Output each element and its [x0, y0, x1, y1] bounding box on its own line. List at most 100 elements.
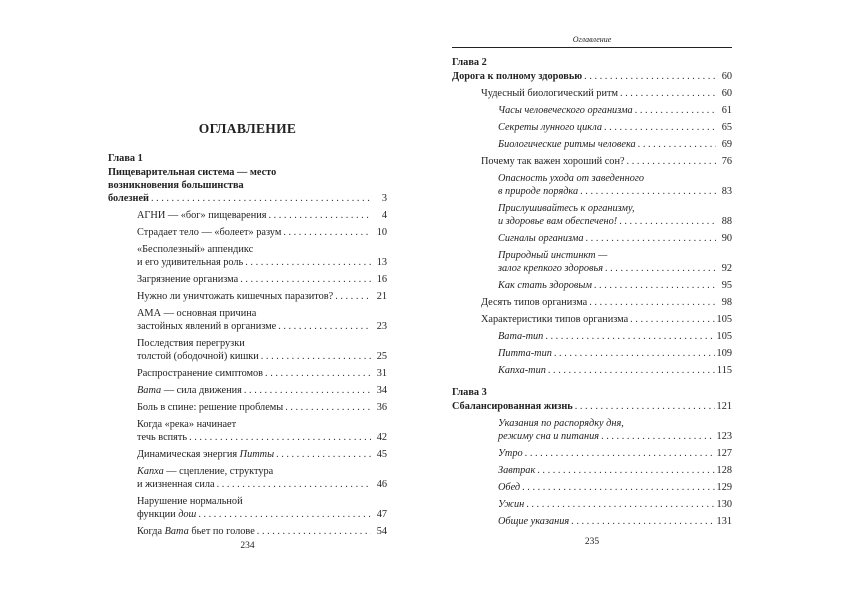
entry-text-segment: Глава 1 [108, 153, 143, 164]
chapter-label: Глава 2 [452, 56, 732, 69]
entry-text: Боль в спине: решение проблемы [137, 401, 283, 414]
entry-line: Нарушение нормальной [137, 495, 387, 508]
entry-page-number: 21 [376, 291, 387, 302]
toc-entry: Распространение симптомов 31 [108, 367, 387, 380]
entry-line: Пищеварительная система — место [108, 166, 387, 179]
toc-entry: Десять типов организма 98 [452, 296, 732, 309]
entry-text-segment: Завтрак [498, 465, 536, 476]
entry-page-number: 76 [721, 156, 732, 167]
dot-leader [245, 256, 371, 269]
entry-page-number: 88 [721, 216, 732, 227]
entry-text-segment: Часы человеческого организма [498, 105, 633, 116]
toc-entry: Когда Вата бьет по голове 54 [108, 525, 387, 538]
entry-text-segment: Природный инстинкт — [498, 250, 608, 261]
entry-text: АМА — основная причина [137, 308, 256, 319]
entry-line: АГНИ — «бог» пищеварения 4 [137, 209, 387, 222]
entry-text: функции дош [137, 508, 196, 521]
entry-text-segment: Указания по распорядку дня, [498, 418, 624, 429]
entry-text: Динамическая энергия Питты [137, 448, 274, 461]
entry-text-segment: Распространение симптомов [137, 368, 264, 379]
toc-entry: Нужно ли уничтожать кишечных паразитов? 2… [108, 290, 387, 303]
entry-line: Вата-тип 105 [498, 330, 732, 343]
entry-text: Вата — сила движения [137, 384, 242, 397]
entry-page-number: 129 [716, 482, 732, 493]
entry-text-segment: Обед [498, 482, 521, 493]
dot-leader [525, 447, 715, 460]
entry-text-segment: Чудесный биологический ритм [481, 88, 618, 99]
entry-line: Глава 2 [452, 56, 732, 69]
entry-page-number: 54 [376, 526, 387, 537]
dot-leader [545, 330, 714, 343]
dot-leader [278, 320, 371, 333]
dot-leader [537, 464, 714, 477]
toc-entry: Секреты лунного цикла 65 [452, 121, 732, 134]
entry-text-segment: Как стать здоровым [498, 280, 592, 291]
entry-text: Прислушивайтесь к организму, [498, 203, 635, 214]
entry-text-segment: Дорога к полному здоровью [452, 71, 583, 82]
entry-page-number: 4 [381, 210, 387, 221]
entry-line: функции дош 47 [137, 508, 387, 521]
entry-text: Глава 3 [452, 387, 487, 398]
entry-page-number: 83 [721, 186, 732, 197]
entry-page-number: 13 [376, 257, 387, 268]
entry-page-number: 109 [716, 348, 732, 359]
entry-text-segment: Биологические ритмы человека [498, 139, 636, 150]
entry-line: Сигналы организма 90 [498, 232, 732, 245]
entry-line: Прислушивайтесь к организму, [498, 202, 732, 215]
dot-leader [276, 448, 371, 461]
entry-line: Когда «река» начинает [137, 418, 387, 431]
page-number: 235 [584, 537, 600, 547]
entry-text: Ужин [498, 498, 524, 511]
entry-line: болезней 3 [108, 192, 387, 205]
entry-line: и его удивительная роль 13 [137, 256, 387, 269]
entry-text-segment: толстой (ободочной) кишки [137, 351, 259, 362]
running-head: Оглавление [572, 35, 612, 44]
toc-entry: Обед 129 [452, 481, 732, 494]
entry-text-segment: АМА — основная причина [137, 308, 257, 319]
entry-line: Десять типов организма 98 [481, 296, 732, 309]
entry-text: Вата-тип [498, 330, 543, 343]
chapter-title-entry: Сбалансированная жизнь 121 [452, 400, 732, 413]
entry-text: Почему так важен хороший сон? [481, 155, 625, 168]
entry-text-segment: — сцепление, структура [163, 466, 274, 477]
toc-entry: Ужин 130 [452, 498, 732, 511]
entry-text: и его удивительная роль [137, 256, 243, 269]
entry-text-segment: и здоровье вам обеспечено! [498, 216, 618, 227]
entry-text-segment: — сила движения [161, 385, 242, 396]
toc-entry: Динамическая энергия Питты 45 [108, 448, 387, 461]
toc-entry: Прислушивайтесь к организму, и здоровье в… [452, 202, 732, 228]
entry-line: Капха — сцепление, структура [137, 465, 387, 478]
page-number: 234 [240, 541, 255, 551]
entry-text: Дорога к полному здоровью [452, 70, 582, 83]
dot-leader [257, 525, 371, 538]
entry-text: Глава 2 [452, 57, 487, 68]
entry-text-segment: Вата-тип [498, 331, 544, 342]
entry-text: Питта-тип [498, 347, 552, 360]
chapter-title-entry: Дорога к полному здоровью 60 [452, 70, 732, 83]
toc-entry: АМА — основная причина застойных явлений … [108, 307, 387, 333]
toc-entry: Почему так важен хороший сон? 76 [452, 155, 732, 168]
entry-text-segment: и жизненная сила [137, 479, 215, 490]
entry-text: в природе порядка [498, 185, 578, 198]
entry-text-segment: Характеристики типов организма [481, 314, 629, 325]
entry-page-number: 127 [716, 448, 732, 459]
entry-line: Боль в спине: решение проблемы 36 [137, 401, 387, 414]
entry-page-number: 23 [376, 321, 387, 332]
entry-text-segment: Общие указания [498, 516, 570, 527]
entry-line: Утро 127 [498, 447, 732, 460]
toc-entry: Сигналы организма 90 [452, 232, 732, 245]
entry-line: Дорога к полному здоровью 60 [452, 70, 732, 83]
dot-leader [522, 481, 714, 494]
entry-page-number: 47 [376, 509, 387, 520]
dot-leader [198, 508, 371, 521]
dot-leader [244, 384, 371, 397]
entry-text: Пищеварительная система — место [108, 167, 276, 178]
entry-page-number: 16 [376, 274, 387, 285]
entry-line: Часы человеческого организма 61 [498, 104, 732, 117]
entry-text-segment: Утро [498, 448, 523, 459]
entry-text-segment: Капха-тип [498, 365, 546, 376]
entry-text: Загрязнение организма [137, 273, 238, 286]
entry-text-segment: Страдает тело — «болеет» разум [137, 227, 282, 238]
entry-text: Как стать здоровым [498, 279, 592, 292]
chapter-label: Глава 1 [108, 152, 387, 165]
